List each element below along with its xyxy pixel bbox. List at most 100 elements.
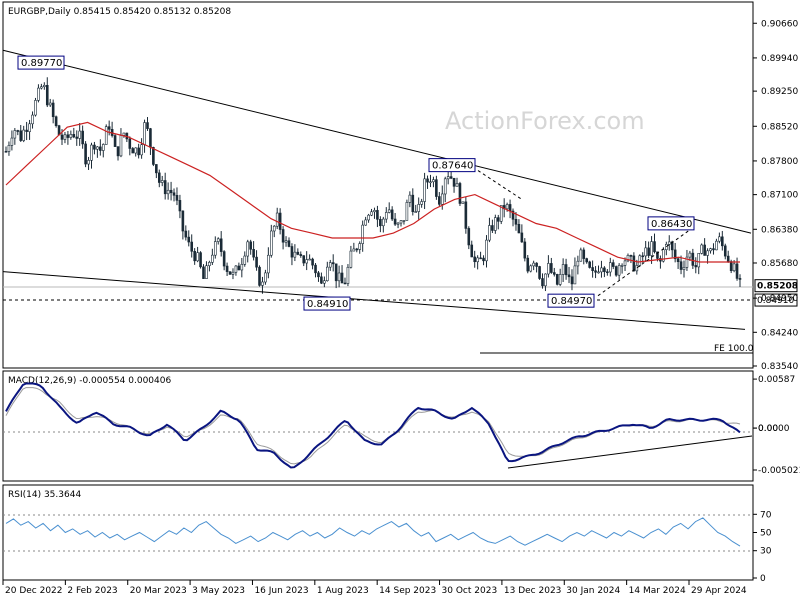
candle-body bbox=[550, 263, 553, 273]
candle-body bbox=[732, 263, 736, 272]
candle-body bbox=[440, 193, 444, 205]
candle-body bbox=[137, 147, 140, 156]
candle-body bbox=[222, 251, 226, 267]
candle-body bbox=[116, 146, 120, 157]
candle-body bbox=[715, 240, 718, 251]
date-tick-label: 20 Mar 2023 bbox=[130, 586, 187, 596]
candle-body bbox=[541, 278, 544, 287]
candle-body bbox=[491, 225, 494, 231]
candle-body bbox=[588, 261, 591, 268]
price-tick-label: 0.86380 bbox=[761, 225, 798, 235]
date-tick-label: 13 Dec 2023 bbox=[504, 586, 561, 596]
candle-body bbox=[272, 225, 276, 232]
price-tick-label: 0.83540 bbox=[761, 362, 798, 372]
candle-body bbox=[608, 262, 612, 273]
price-tick-label: 0.87100 bbox=[761, 191, 798, 201]
candle-body bbox=[7, 145, 11, 152]
candle-body bbox=[373, 210, 376, 213]
candle-body bbox=[508, 204, 512, 212]
candle-body bbox=[51, 102, 55, 118]
candle-body bbox=[606, 271, 609, 274]
candle-body bbox=[603, 267, 606, 273]
candle-body bbox=[703, 244, 706, 256]
price-label-box bbox=[647, 216, 695, 231]
candle-body bbox=[452, 177, 456, 187]
candle-body bbox=[37, 87, 40, 101]
candle-body bbox=[346, 266, 350, 284]
candle-body bbox=[547, 263, 550, 275]
candle-body bbox=[40, 86, 43, 89]
rsi-panel bbox=[2, 484, 754, 581]
candle-body bbox=[473, 256, 477, 263]
candle-body bbox=[184, 230, 188, 238]
price-label-box bbox=[547, 293, 595, 308]
candle-body bbox=[667, 241, 671, 245]
candle-body bbox=[255, 256, 258, 268]
candle-body bbox=[163, 180, 167, 195]
candle-body bbox=[237, 265, 241, 271]
price-label-text: 0.84910 bbox=[307, 299, 348, 310]
candle-body bbox=[146, 122, 149, 129]
candle-body bbox=[399, 220, 403, 224]
date-tick-label: 14 Mar 2024 bbox=[629, 586, 686, 596]
date-tick-label: 29 Apr 2024 bbox=[691, 586, 747, 596]
price-tick-label: 0.87800 bbox=[761, 157, 798, 167]
candle-body bbox=[582, 249, 586, 259]
candle-body bbox=[13, 130, 17, 139]
candle-body bbox=[520, 232, 524, 243]
candle-body bbox=[638, 255, 642, 266]
candle-body bbox=[181, 210, 185, 232]
candle-body bbox=[349, 250, 353, 268]
candle-body bbox=[597, 271, 600, 274]
candle-body bbox=[411, 194, 415, 213]
candle-body bbox=[275, 212, 279, 227]
candle-body bbox=[317, 272, 320, 278]
candle-body bbox=[470, 244, 474, 258]
candle-body bbox=[308, 258, 311, 261]
candle-body bbox=[160, 180, 164, 183]
candle-body bbox=[455, 183, 459, 187]
candle-body bbox=[93, 144, 96, 150]
candle-body bbox=[213, 241, 217, 256]
date-tick-label: 30 Oct 2023 bbox=[442, 586, 498, 596]
candle-body bbox=[249, 241, 252, 250]
candle-body bbox=[511, 210, 515, 220]
candle-body bbox=[269, 230, 273, 256]
candle-body bbox=[311, 258, 314, 266]
candle-body bbox=[682, 266, 686, 270]
candle-body bbox=[718, 236, 721, 242]
candle-body bbox=[101, 144, 105, 151]
candle-body bbox=[28, 123, 31, 132]
candle-body bbox=[54, 116, 58, 126]
candle-body bbox=[647, 247, 650, 256]
candle-body bbox=[166, 189, 170, 195]
candle-body bbox=[446, 176, 450, 180]
candle-body bbox=[685, 256, 689, 268]
macd-line bbox=[5, 382, 741, 469]
candle-body bbox=[600, 267, 603, 273]
candle-body bbox=[314, 264, 317, 274]
candle-body bbox=[461, 201, 465, 204]
rsi-header: RSI(14) 35.3644 bbox=[8, 490, 81, 500]
candle-body bbox=[573, 265, 577, 285]
candle-body bbox=[199, 252, 202, 268]
candle-body bbox=[370, 211, 373, 216]
candle-body bbox=[31, 114, 34, 125]
candle-body bbox=[290, 246, 294, 258]
trendline-upper bbox=[2, 49, 752, 234]
candle-body bbox=[334, 263, 338, 282]
candle-body bbox=[482, 257, 485, 262]
price-tick-label: 0.89250 bbox=[761, 87, 798, 97]
price-label-box bbox=[428, 158, 476, 173]
candle-body bbox=[694, 265, 698, 268]
trendline-dashed-b bbox=[597, 227, 693, 297]
candle-body bbox=[320, 276, 323, 284]
rsi-tick-label: 50 bbox=[760, 529, 772, 539]
candle-body bbox=[384, 212, 388, 220]
candle-body bbox=[90, 144, 93, 161]
candle-body bbox=[337, 272, 341, 282]
candle-body bbox=[488, 225, 491, 241]
candle-body bbox=[405, 202, 409, 221]
candle-body bbox=[435, 179, 438, 197]
candle-body bbox=[69, 134, 73, 138]
